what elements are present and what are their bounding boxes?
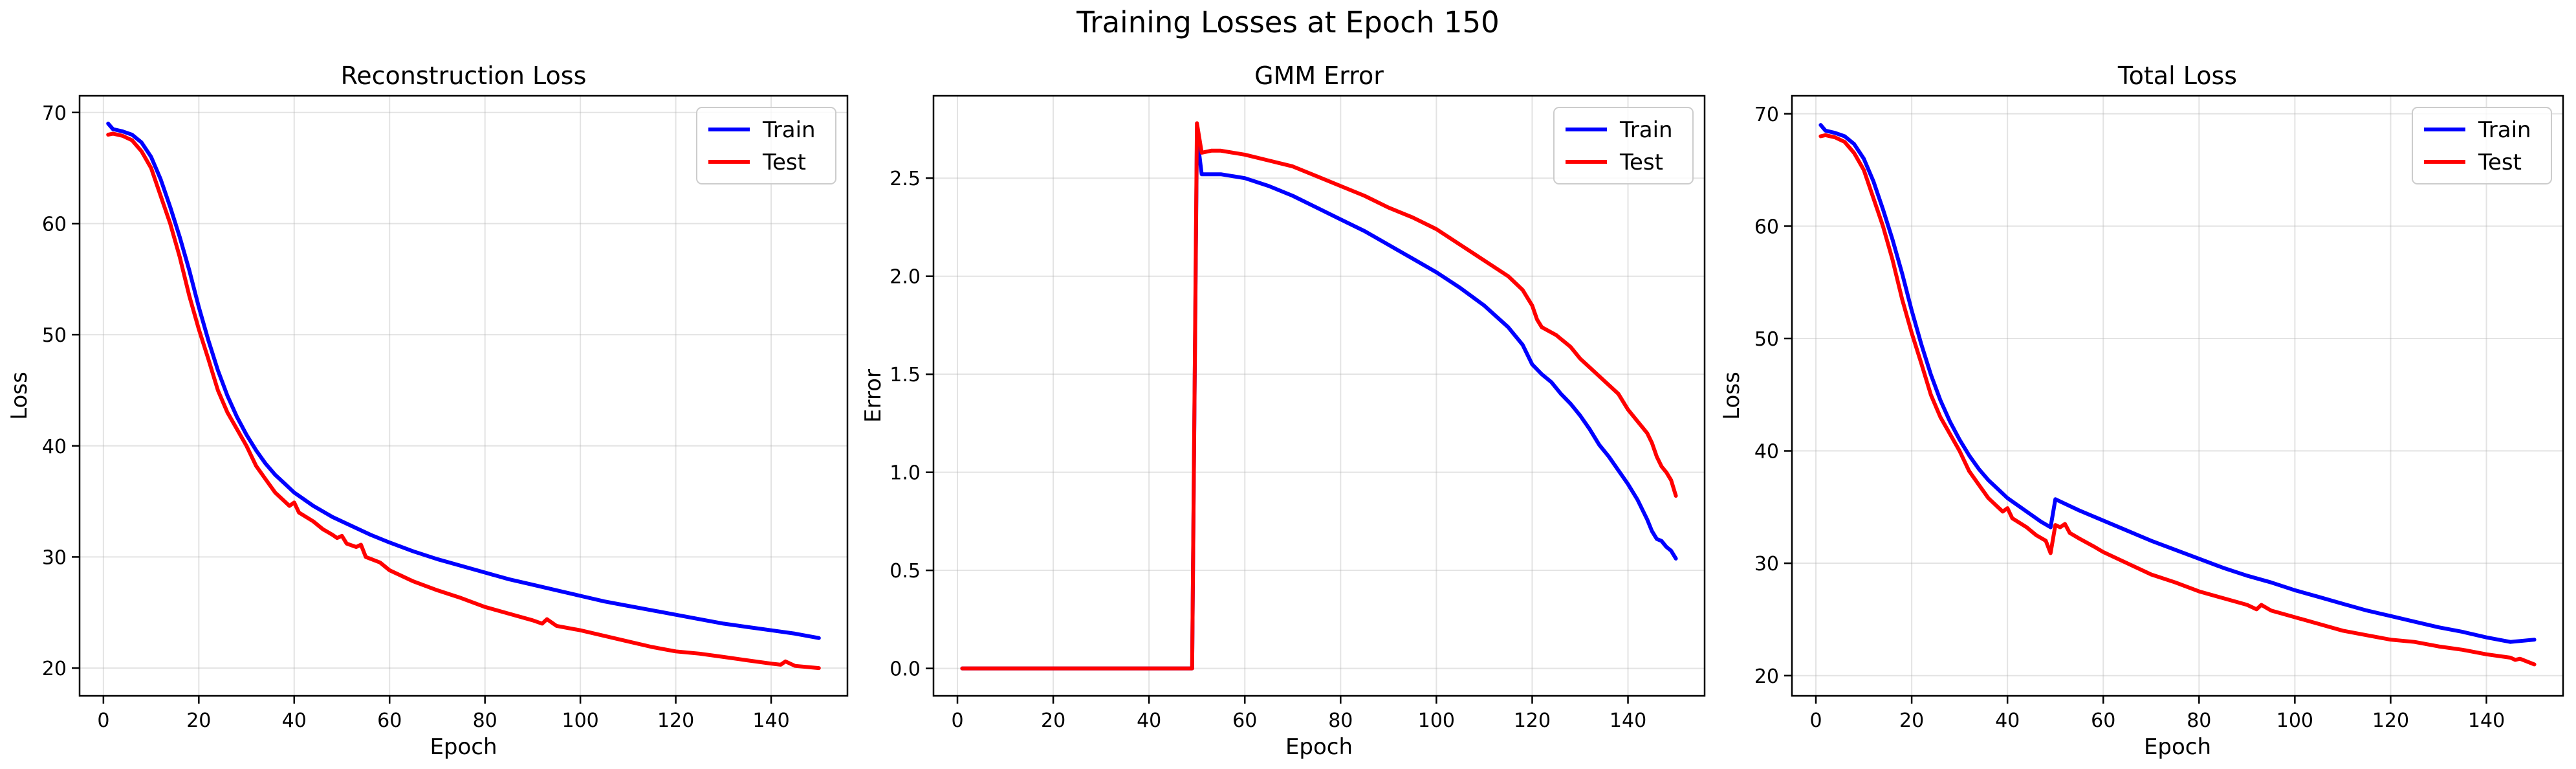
- axes-frame: [78, 95, 849, 697]
- y-tick-label: 60: [42, 213, 67, 236]
- x-tick-label: 0: [97, 709, 109, 732]
- y-tick-label: 20: [42, 658, 67, 680]
- x-tick-label: 120: [1514, 709, 1551, 732]
- x-tick-label: 100: [1418, 709, 1455, 732]
- y-tick-label: 50: [42, 324, 67, 347]
- x-tick-label: 140: [2468, 709, 2505, 732]
- series-line-train: [106, 121, 821, 640]
- y-axis-label: Error: [860, 369, 886, 423]
- axes-frame: [1791, 95, 2564, 697]
- x-tick-label: 140: [1610, 709, 1646, 732]
- x-axis-label: Epoch: [1285, 734, 1353, 760]
- axes-frame: [932, 95, 1706, 697]
- legend: Train Test: [696, 107, 836, 184]
- chart-title: Total Loss: [2117, 61, 2237, 90]
- y-tick-label: 50: [1754, 328, 1779, 351]
- y-tick-label: 2.5: [890, 168, 921, 190]
- x-tick-label: 20: [1899, 709, 1924, 732]
- y-axis-label: Loss: [1719, 372, 1745, 420]
- series-line-test: [106, 131, 821, 671]
- x-tick-label: 20: [1041, 709, 1065, 732]
- legend-label-train: Train: [762, 117, 816, 143]
- y-tick-label: 70: [1754, 104, 1779, 126]
- chart-panel-1: 0 20 40 60 80 100 120 140 20 30 40 50 60 70 Reconstruc…: [6, 61, 849, 760]
- x-tick-label: 100: [2276, 709, 2313, 732]
- legend-label-test: Test: [1619, 150, 1663, 175]
- y-tick-label: 60: [1754, 216, 1779, 238]
- x-tick-label: 80: [2187, 709, 2211, 732]
- series-line-test: [1818, 133, 2537, 667]
- y-tick-label: 30: [1754, 553, 1779, 575]
- x-tick-label: 80: [473, 709, 497, 732]
- y-tick-label: 70: [42, 102, 67, 125]
- x-tick-label: 120: [657, 709, 694, 732]
- y-tick-label: 1.5: [890, 364, 921, 386]
- y-tick-label: 0.5: [890, 560, 921, 583]
- chart-panel-2: 0 20 40 60 80 100 120 140 0.0 0.5 1.0 1.5 2.0 2.5 GMM …: [860, 61, 1706, 760]
- x-tick-label: 60: [1232, 709, 1257, 732]
- legend-label-test: Test: [762, 150, 806, 175]
- x-tick-label: 60: [377, 709, 402, 732]
- x-tick-label: 40: [282, 709, 307, 732]
- series-line-test: [960, 121, 1678, 671]
- y-tick-label: 40: [1754, 441, 1779, 463]
- series-line-train: [1818, 123, 2537, 644]
- figure-title: Training Losses at Epoch 150: [1076, 5, 1500, 39]
- y-tick-label: 1.0: [890, 462, 921, 485]
- y-tick-label: 30: [42, 546, 67, 569]
- chart-title: Reconstruction Loss: [341, 61, 587, 90]
- chart-title: GMM Error: [1254, 61, 1384, 90]
- legend-box: [696, 107, 836, 184]
- legend: Train Test: [2412, 107, 2552, 184]
- legend-box: [1553, 107, 1694, 184]
- x-axis-label: Epoch: [2144, 734, 2211, 760]
- x-tick-label: 120: [2372, 709, 2409, 732]
- y-tick-label: 20: [1754, 665, 1779, 688]
- x-tick-label: 140: [752, 709, 789, 732]
- y-axis-label: Loss: [6, 372, 32, 420]
- legend-label-test: Test: [2478, 150, 2522, 175]
- x-tick-label: 0: [951, 709, 963, 732]
- x-tick-label: 60: [2091, 709, 2115, 732]
- x-tick-label: 40: [1137, 709, 1161, 732]
- y-tick-label: 40: [42, 436, 67, 458]
- x-tick-label: 100: [562, 709, 598, 732]
- legend-label-train: Train: [2478, 117, 2531, 143]
- x-tick-label: 0: [1809, 709, 1822, 732]
- x-axis-label: Epoch: [430, 734, 497, 760]
- x-tick-label: 40: [1995, 709, 2020, 732]
- series-line-train: [960, 133, 1678, 671]
- y-tick-label: 2.0: [890, 266, 921, 289]
- x-tick-label: 20: [186, 709, 211, 732]
- y-tick-label: 0.0: [890, 658, 921, 681]
- x-tick-label: 80: [1328, 709, 1353, 732]
- legend-label-train: Train: [1619, 117, 1673, 143]
- chart-panel-3: 0 20 40 60 80 100 120 140 20 30 40 50 60 70 Total Loss…: [1719, 61, 2564, 760]
- legend-box: [2412, 107, 2552, 184]
- legend: Train Test: [1553, 107, 1694, 184]
